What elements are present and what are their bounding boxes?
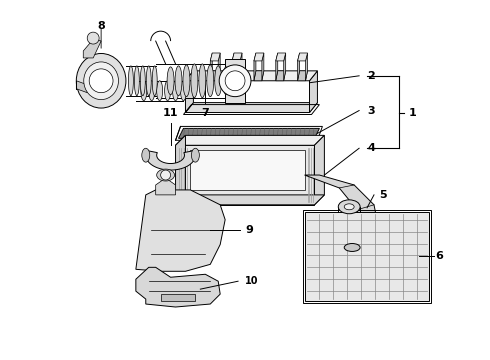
Ellipse shape [142, 148, 150, 162]
Ellipse shape [183, 65, 190, 96]
Text: 11: 11 [163, 108, 178, 118]
Polygon shape [225, 59, 245, 103]
Ellipse shape [199, 64, 206, 98]
Text: 10: 10 [245, 276, 259, 286]
Polygon shape [210, 53, 212, 81]
Polygon shape [254, 71, 264, 81]
Polygon shape [185, 71, 194, 113]
Polygon shape [218, 53, 220, 81]
Ellipse shape [167, 67, 174, 95]
Polygon shape [210, 53, 220, 61]
Polygon shape [276, 53, 286, 61]
Ellipse shape [147, 66, 151, 96]
Polygon shape [297, 71, 308, 81]
Ellipse shape [207, 65, 214, 96]
Polygon shape [210, 71, 220, 81]
Polygon shape [191, 150, 305, 190]
Polygon shape [175, 135, 185, 205]
Polygon shape [185, 103, 318, 113]
Polygon shape [136, 190, 225, 271]
Polygon shape [232, 71, 242, 81]
Polygon shape [276, 53, 278, 81]
Text: 5: 5 [379, 190, 387, 200]
Polygon shape [297, 53, 308, 61]
Ellipse shape [152, 66, 157, 96]
Circle shape [219, 65, 251, 96]
Ellipse shape [141, 81, 147, 100]
Polygon shape [185, 71, 318, 81]
Circle shape [225, 71, 245, 91]
Ellipse shape [157, 81, 163, 100]
Ellipse shape [175, 66, 182, 96]
Ellipse shape [128, 66, 133, 96]
Polygon shape [175, 145, 315, 205]
Polygon shape [161, 294, 196, 301]
Ellipse shape [149, 81, 155, 100]
Polygon shape [156, 178, 175, 195]
Ellipse shape [180, 81, 187, 100]
Circle shape [87, 32, 99, 44]
Text: 1: 1 [409, 108, 416, 117]
Polygon shape [305, 212, 429, 301]
Polygon shape [175, 195, 324, 205]
Text: 7: 7 [201, 108, 209, 118]
Polygon shape [310, 71, 318, 113]
Polygon shape [232, 53, 234, 81]
Polygon shape [306, 53, 308, 81]
Ellipse shape [140, 66, 145, 96]
Polygon shape [315, 135, 324, 205]
Text: 4: 4 [367, 143, 375, 153]
Polygon shape [76, 81, 87, 93]
Polygon shape [297, 53, 299, 81]
Ellipse shape [134, 66, 139, 96]
Ellipse shape [344, 204, 354, 210]
Circle shape [89, 69, 113, 93]
Text: 2: 2 [367, 71, 375, 81]
Polygon shape [146, 150, 196, 170]
Polygon shape [305, 175, 379, 249]
Polygon shape [136, 267, 220, 307]
Ellipse shape [192, 148, 199, 162]
Text: 6: 6 [436, 251, 443, 261]
Polygon shape [178, 129, 319, 138]
Text: 3: 3 [367, 105, 375, 116]
Ellipse shape [191, 64, 198, 98]
Polygon shape [83, 38, 101, 58]
Polygon shape [262, 53, 264, 81]
Ellipse shape [215, 66, 221, 96]
Polygon shape [232, 53, 242, 61]
Text: 8: 8 [97, 21, 105, 31]
Polygon shape [175, 135, 324, 145]
Polygon shape [254, 53, 264, 61]
Polygon shape [240, 53, 242, 81]
Ellipse shape [76, 54, 126, 108]
Polygon shape [254, 53, 256, 81]
Ellipse shape [338, 200, 360, 214]
Polygon shape [284, 53, 286, 81]
Polygon shape [276, 71, 286, 81]
Ellipse shape [84, 62, 119, 100]
Ellipse shape [222, 67, 230, 95]
Text: 9: 9 [245, 225, 253, 235]
Circle shape [161, 170, 171, 180]
Ellipse shape [157, 169, 174, 181]
Ellipse shape [165, 81, 171, 100]
Ellipse shape [344, 243, 360, 251]
Ellipse shape [172, 81, 178, 100]
